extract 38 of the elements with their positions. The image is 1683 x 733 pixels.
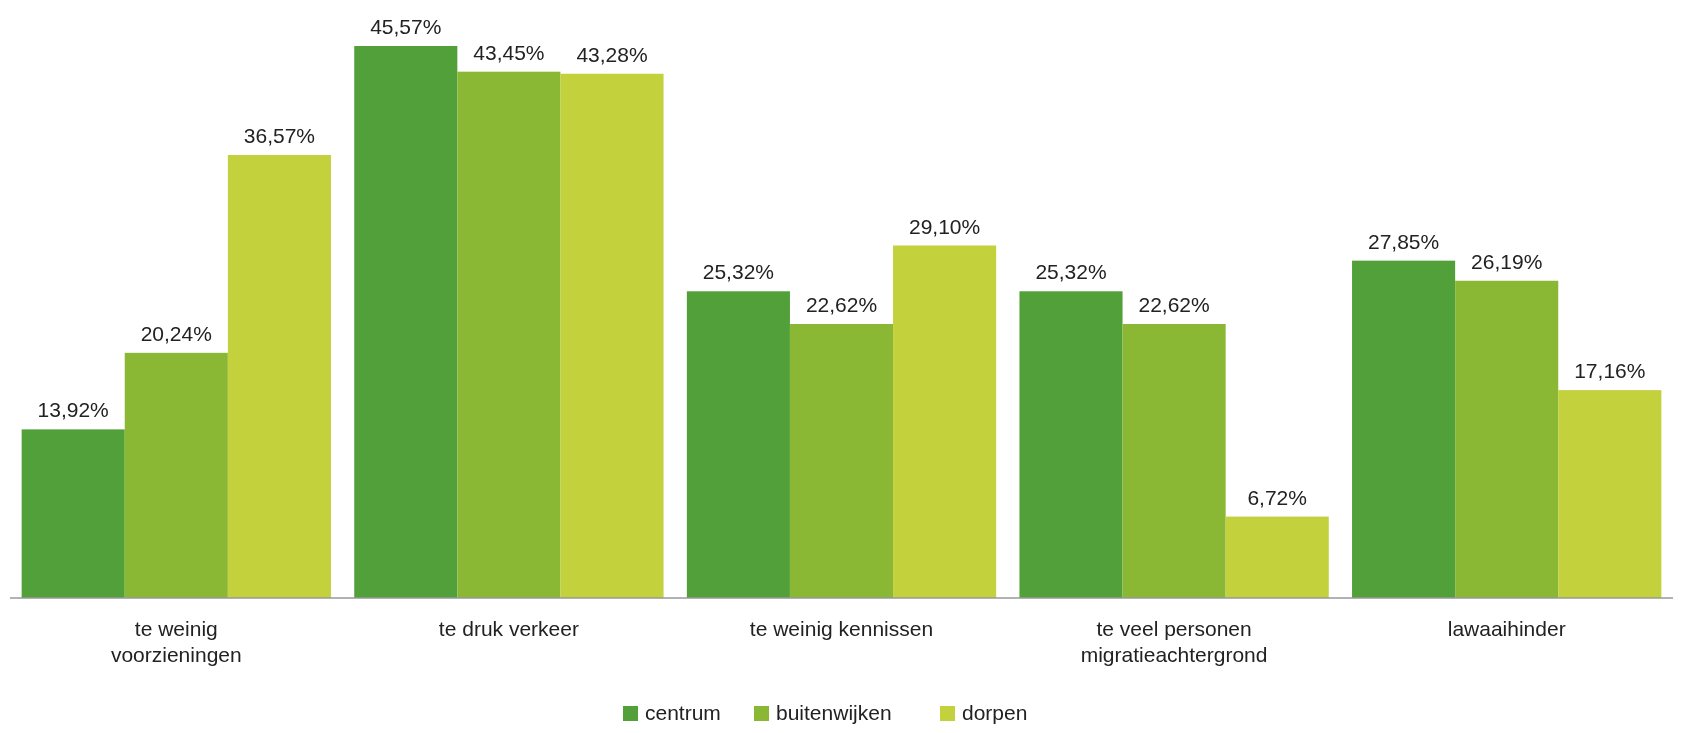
bar	[227, 155, 331, 598]
x-tick-label: te druk verkeer	[438, 617, 579, 640]
data-label: 29,10%	[908, 214, 981, 238]
bar	[1455, 280, 1559, 598]
data-label: 43,45%	[473, 40, 545, 64]
bar	[560, 73, 664, 598]
legend-label: centrum	[645, 701, 721, 724]
bar	[1558, 390, 1662, 598]
legend-label: buitenwijken	[776, 701, 892, 724]
bar	[1019, 291, 1123, 598]
data-label: 36,57%	[243, 124, 316, 148]
bar	[893, 245, 997, 598]
data-label: 43,28%	[576, 42, 648, 66]
data-label: 22,62%	[805, 293, 878, 316]
data-label: 45,57%	[370, 15, 442, 38]
data-label: 26,19%	[1471, 249, 1543, 273]
bar	[124, 352, 228, 598]
data-label: 17,16%	[1574, 359, 1646, 383]
x-tick-label: te veel personen migratieachtergrond	[1080, 617, 1268, 666]
bar	[1122, 324, 1226, 598]
data-label: 22,62%	[1138, 293, 1210, 316]
data-label: 6,72%	[1247, 485, 1307, 509]
x-tick-label: lawaaihinder	[1447, 617, 1566, 640]
bar	[457, 71, 561, 598]
bar	[1352, 260, 1456, 598]
bar	[21, 429, 125, 598]
legend-label: dorpen	[962, 701, 1028, 724]
data-label: 20,24%	[140, 321, 212, 345]
bar	[354, 46, 458, 598]
bar	[1225, 516, 1329, 598]
data-label: 27,85%	[1367, 229, 1440, 253]
x-tick-label: te weinig voorzieningen	[110, 617, 242, 666]
data-label: 13,92%	[37, 398, 109, 422]
data-label: 25,32%	[702, 260, 775, 284]
bar	[686, 291, 790, 598]
bar	[789, 324, 894, 598]
x-tick-label: te weinig kennissen	[749, 617, 934, 640]
data-label: 25,32%	[1035, 260, 1107, 284]
